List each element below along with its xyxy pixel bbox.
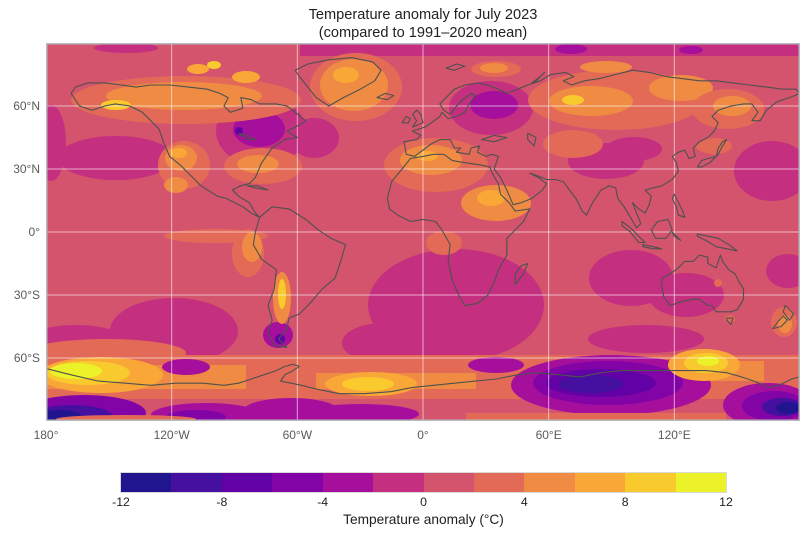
lat-tick-label: 30°N: [13, 161, 40, 176]
lon-tick-label: 120°E: [657, 428, 691, 442]
colorbar-segment: [272, 473, 323, 492]
colorbar-segment: [322, 473, 374, 492]
world-map-canvas: [46, 43, 800, 421]
colorbar-segment: [625, 473, 676, 492]
colorbar-tick-label: -12: [112, 495, 130, 509]
colorbar-segment: [473, 473, 525, 492]
lat-tick-label: 60°S: [13, 350, 40, 365]
lon-tick-label: 180°: [33, 428, 59, 442]
colorbar-segment: [574, 473, 626, 492]
colorbar-tick-label: 12: [719, 495, 733, 509]
colorbar-segment: [121, 473, 172, 492]
lon-tick-label: 60°W: [282, 428, 313, 442]
chart-subtitle: (compared to 1991–2020 mean): [318, 25, 528, 41]
colorbar-tick-label: 4: [520, 495, 528, 509]
colorbar-segment: [171, 473, 222, 492]
chart-title: Temperature anomaly for July 2023: [308, 7, 538, 23]
colorbar-tick-label: -8: [216, 495, 228, 509]
colorbar-segment: [373, 473, 424, 492]
colorbar: [120, 472, 727, 493]
colorbar-tick-label: 8: [621, 495, 629, 509]
lon-tick-label: 60°E: [535, 428, 562, 442]
colorbar-tick-label: -4: [317, 495, 329, 509]
colorbar-segment: [675, 473, 727, 492]
colorbar-segment: [423, 473, 474, 492]
colorbar-tick-label: 0: [420, 495, 427, 509]
lon-tick-label: 120°W: [153, 428, 190, 442]
colorbar-segment: [221, 473, 273, 492]
lat-tick-label: 30°S: [13, 287, 40, 302]
colorbar-label: Temperature anomaly (°C): [343, 512, 504, 527]
colorbar-segment: [524, 473, 575, 492]
lat-tick-label: 0°: [28, 224, 40, 239]
lon-tick-label: 0°: [417, 428, 429, 442]
lat-tick-label: 60°N: [13, 98, 40, 113]
